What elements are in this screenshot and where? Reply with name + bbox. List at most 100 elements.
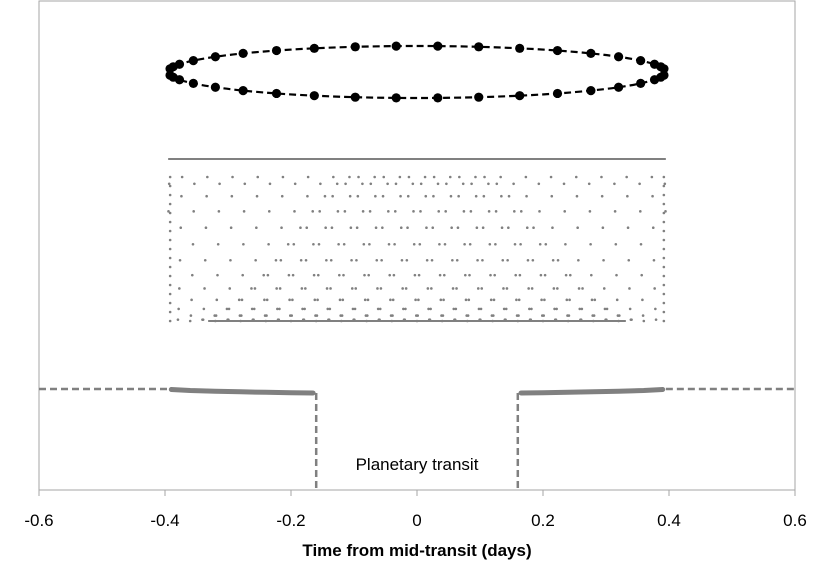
chord-dot bbox=[215, 298, 219, 302]
chord-dot bbox=[168, 202, 172, 206]
chord-dot bbox=[500, 226, 504, 229]
chord-dot bbox=[641, 298, 644, 302]
chord-dot bbox=[350, 258, 353, 262]
chord-dot bbox=[491, 314, 495, 317]
chord-dot bbox=[168, 193, 172, 197]
chord-dot bbox=[541, 319, 545, 323]
orbit-point bbox=[433, 41, 443, 51]
chord-dot bbox=[556, 287, 559, 290]
transit-chord bbox=[167, 175, 452, 323]
chord-dot bbox=[229, 258, 232, 262]
chord-dot bbox=[243, 182, 247, 186]
chord-dot bbox=[448, 175, 452, 179]
chord-dot bbox=[449, 194, 453, 198]
chord-dot bbox=[639, 210, 642, 213]
chord-dot bbox=[592, 314, 596, 317]
chord-dot bbox=[353, 307, 357, 311]
chord-dot bbox=[419, 182, 423, 186]
chord-dot bbox=[217, 210, 221, 213]
chord-dot bbox=[381, 194, 385, 198]
orbit-point bbox=[188, 78, 198, 89]
chord-dot bbox=[400, 258, 404, 262]
chord-dot bbox=[438, 273, 442, 277]
chord-dot bbox=[190, 273, 194, 277]
chord-dot bbox=[329, 258, 333, 262]
chord-dot bbox=[489, 298, 493, 302]
chord-dot bbox=[348, 175, 351, 179]
chord-dot bbox=[302, 318, 306, 321]
chord-dot bbox=[532, 226, 535, 229]
orbit-point bbox=[350, 92, 360, 102]
chord-dot bbox=[290, 314, 293, 317]
chord-dot bbox=[218, 182, 221, 186]
chord-dot bbox=[351, 307, 355, 311]
chord-dot bbox=[501, 258, 505, 262]
chord-dot bbox=[342, 273, 345, 277]
chord-dot bbox=[277, 318, 281, 321]
chord-dot bbox=[366, 298, 370, 302]
chord-dot bbox=[491, 319, 494, 323]
chord-dot bbox=[453, 318, 457, 321]
orbit-point bbox=[238, 85, 248, 96]
chord-dot bbox=[565, 298, 569, 302]
chord-dot bbox=[662, 238, 666, 242]
orbit-point bbox=[210, 82, 220, 92]
chord-dot bbox=[662, 247, 666, 251]
chord-dot bbox=[427, 307, 430, 311]
chord-dot bbox=[662, 184, 666, 188]
chord-dot bbox=[543, 298, 546, 302]
orbit-point bbox=[552, 45, 563, 56]
chord-dot bbox=[417, 273, 421, 277]
chord-dot bbox=[481, 226, 485, 229]
chord-dot bbox=[529, 318, 533, 321]
chord-dot bbox=[430, 287, 433, 290]
chord-dot bbox=[326, 307, 330, 311]
chord-dot bbox=[168, 310, 172, 314]
chord-dot bbox=[626, 194, 629, 198]
chord-dot bbox=[538, 242, 542, 246]
chord-dot bbox=[316, 298, 319, 302]
chord-dot bbox=[492, 298, 496, 302]
chord-dot bbox=[455, 287, 458, 290]
x-axis-title: Time from mid-transit (days) bbox=[302, 541, 531, 560]
chord-dot bbox=[375, 258, 379, 262]
chord-dot bbox=[201, 318, 205, 321]
chord-dot bbox=[387, 242, 391, 246]
chord-dot bbox=[293, 210, 296, 213]
chord-dot bbox=[361, 210, 365, 213]
chord-dot bbox=[662, 193, 666, 197]
chord-dot bbox=[386, 182, 389, 186]
chord-dot bbox=[577, 258, 580, 262]
chord-dot bbox=[424, 194, 428, 198]
chord-dot bbox=[262, 273, 266, 277]
chord-dot bbox=[229, 226, 233, 229]
chord-dot bbox=[442, 273, 446, 277]
chord-dot bbox=[369, 182, 373, 186]
chord-dot bbox=[299, 226, 302, 229]
chord-dot bbox=[423, 175, 427, 179]
chord-dot bbox=[615, 273, 618, 277]
chord-dot bbox=[426, 287, 430, 290]
orbit-point bbox=[474, 92, 484, 102]
chord-dot bbox=[414, 298, 417, 302]
chord-dot bbox=[505, 287, 509, 290]
chord-dot bbox=[205, 194, 208, 198]
chord-dot bbox=[507, 226, 510, 229]
chord-dot bbox=[662, 265, 666, 269]
chord-dot bbox=[502, 307, 506, 311]
chord-dot bbox=[625, 175, 628, 179]
transit-chord bbox=[483, 175, 658, 323]
chord-dot bbox=[467, 298, 471, 302]
orbit-point bbox=[271, 45, 282, 56]
orbit-point bbox=[188, 55, 198, 66]
chord-dot bbox=[214, 319, 217, 323]
orbit-point bbox=[614, 82, 624, 92]
chord-dot bbox=[391, 314, 394, 317]
chord-dot bbox=[178, 258, 182, 262]
chord-dot bbox=[662, 229, 666, 233]
chord-dot bbox=[556, 258, 560, 262]
chord-dot bbox=[662, 256, 666, 260]
chord-dot bbox=[356, 194, 360, 198]
chord-dot bbox=[466, 319, 469, 323]
chord-dot bbox=[287, 273, 291, 277]
